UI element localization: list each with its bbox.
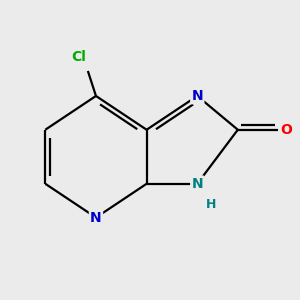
Text: Cl: Cl bbox=[72, 50, 86, 64]
Text: H: H bbox=[206, 197, 216, 211]
Text: O: O bbox=[280, 123, 292, 137]
Text: N: N bbox=[191, 89, 203, 103]
Text: N: N bbox=[191, 177, 203, 191]
Text: N: N bbox=[90, 211, 102, 225]
